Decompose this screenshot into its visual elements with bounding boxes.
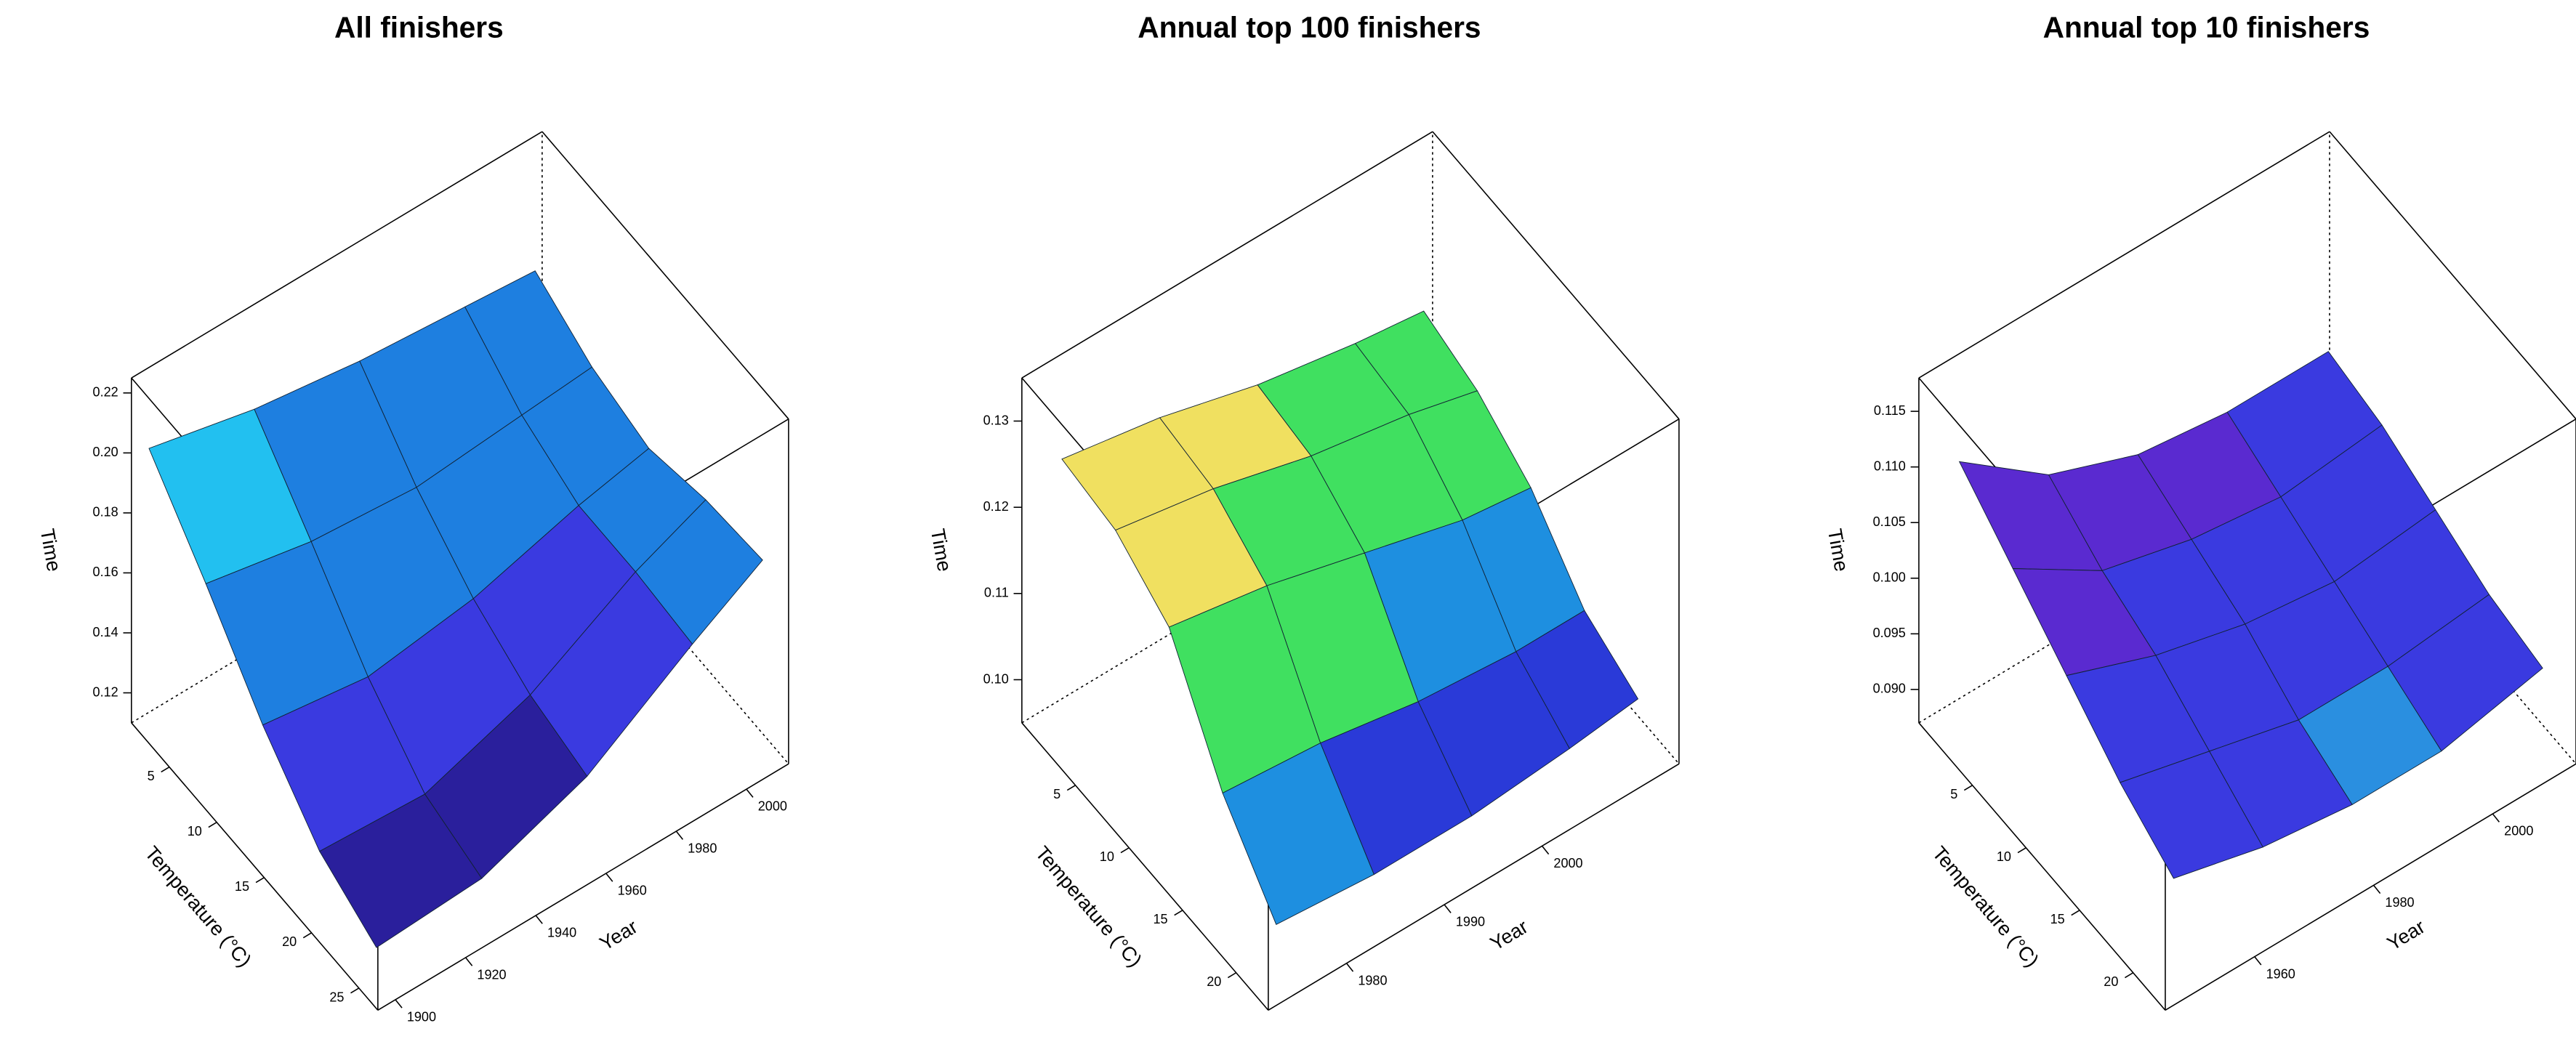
z-tick-label: 0.20 bbox=[93, 445, 118, 459]
chart-title: All finishers bbox=[334, 11, 504, 44]
z-axis-label: Time bbox=[1824, 527, 1853, 573]
z-tick-label: 0.22 bbox=[93, 385, 118, 400]
y-tick-label: 1980 bbox=[1358, 973, 1387, 987]
y-tick bbox=[675, 830, 684, 840]
x-tick-label: 5 bbox=[1950, 787, 1957, 801]
box-edge bbox=[1021, 722, 1269, 1011]
y-tick-label: 1980 bbox=[688, 841, 717, 856]
x-tick bbox=[2017, 847, 2026, 854]
z-tick-label: 0.100 bbox=[1873, 570, 1906, 585]
box-edge bbox=[2165, 763, 2576, 1011]
y-axis-label: Year bbox=[1486, 915, 1531, 955]
surface-cell bbox=[1222, 743, 1374, 926]
z-tick-label: 0.12 bbox=[93, 684, 118, 699]
z-tick-label: 0.13 bbox=[983, 413, 1009, 427]
x-tick bbox=[161, 766, 170, 773]
y-tick bbox=[1345, 963, 1354, 972]
y-tick bbox=[2372, 884, 2381, 894]
x-tick bbox=[1963, 785, 1973, 791]
surface-cell bbox=[2120, 751, 2263, 879]
x-tick bbox=[1120, 847, 1130, 854]
x-tick-label: 10 bbox=[1100, 849, 1114, 864]
z-tick-label: 0.115 bbox=[1874, 403, 1906, 418]
box-edge bbox=[131, 722, 379, 1011]
y-tick-label: 2000 bbox=[1553, 856, 1582, 870]
x-tick bbox=[208, 822, 217, 828]
y-tick bbox=[746, 788, 754, 798]
z-tick-label: 0.10 bbox=[983, 671, 1009, 686]
y-tick bbox=[1444, 904, 1452, 913]
z-axis-label: Time bbox=[36, 527, 66, 573]
y-tick-label: 1960 bbox=[2266, 966, 2295, 981]
z-tick-label: 0.12 bbox=[983, 499, 1009, 514]
x-tick-label: 15 bbox=[2050, 912, 2065, 926]
chart-title: Annual top 10 finishers bbox=[2043, 11, 2370, 44]
x-tick-label: 10 bbox=[188, 824, 202, 838]
z-tick-label: 0.110 bbox=[1874, 458, 1906, 473]
x-axis-label: Temperature (°C) bbox=[140, 841, 256, 971]
x-tick bbox=[2071, 910, 2080, 916]
y-tick-label: 2000 bbox=[2504, 824, 2533, 838]
z-tick-label: 0.095 bbox=[1873, 626, 1906, 640]
x-tick-label: 5 bbox=[1053, 787, 1060, 801]
x-tick-label: 20 bbox=[282, 934, 297, 949]
x-tick-label: 15 bbox=[235, 879, 249, 894]
y-tick-label: 1980 bbox=[2385, 895, 2414, 910]
surface-cell bbox=[319, 793, 483, 948]
x-axis-label: Temperature (°C) bbox=[1928, 841, 2044, 971]
x-tick-label: 5 bbox=[148, 769, 155, 783]
x-tick bbox=[2125, 972, 2134, 979]
x-tick bbox=[1174, 910, 1183, 916]
box-edge bbox=[377, 763, 789, 1011]
box-edge bbox=[131, 131, 543, 379]
x-tick-label: 10 bbox=[1997, 849, 2011, 864]
z-tick-label: 0.16 bbox=[93, 565, 118, 579]
x-tick bbox=[302, 932, 312, 939]
x-tick-label: 15 bbox=[1154, 912, 1168, 926]
box-edge bbox=[1918, 722, 2166, 1011]
y-tick bbox=[2254, 956, 2262, 966]
z-tick-label: 0.11 bbox=[984, 586, 1009, 600]
x-tick-label: 25 bbox=[329, 990, 344, 1004]
x-tick bbox=[255, 877, 265, 884]
z-axis-label: Time bbox=[927, 527, 957, 573]
box-edge bbox=[1021, 131, 1433, 379]
y-axis-label: Year bbox=[2383, 915, 2429, 955]
z-tick-label: 0.105 bbox=[1873, 514, 1906, 529]
box-edge bbox=[542, 131, 789, 420]
x-tick bbox=[350, 987, 360, 994]
y-tick bbox=[2492, 813, 2500, 822]
y-tick-label: 2000 bbox=[758, 799, 787, 814]
y-tick bbox=[535, 915, 543, 924]
box-edge bbox=[2329, 131, 2576, 420]
y-tick bbox=[1541, 845, 1550, 855]
y-axis-label: Year bbox=[595, 915, 641, 955]
box-edge bbox=[1918, 131, 2330, 379]
y-tick-label: 1900 bbox=[407, 1010, 436, 1024]
x-tick bbox=[1227, 972, 1237, 979]
x-tick-label: 20 bbox=[2104, 974, 2118, 989]
chart-title: Annual top 100 finishers bbox=[1138, 11, 1481, 44]
y-tick-label: 1940 bbox=[547, 926, 576, 940]
z-tick-label: 0.18 bbox=[93, 505, 118, 520]
y-tick bbox=[464, 957, 473, 966]
z-tick-label: 0.14 bbox=[93, 625, 118, 639]
x-axis-label: Temperature (°C) bbox=[1031, 841, 1147, 971]
z-tick-label: 0.090 bbox=[1873, 682, 1906, 696]
y-tick-label: 1990 bbox=[1456, 915, 1485, 929]
x-tick-label: 20 bbox=[1207, 974, 1221, 989]
x-tick bbox=[1066, 785, 1076, 791]
y-tick-label: 1960 bbox=[618, 884, 647, 898]
y-tick bbox=[395, 999, 403, 1009]
box-edge bbox=[1268, 763, 1680, 1011]
box-edge bbox=[1432, 131, 1680, 420]
y-tick-label: 1920 bbox=[477, 968, 506, 982]
y-tick bbox=[605, 873, 613, 882]
